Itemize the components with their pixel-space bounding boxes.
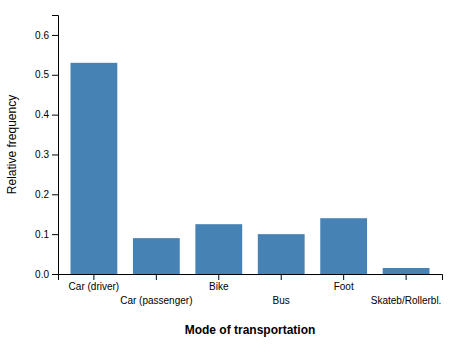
bar	[70, 63, 117, 274]
tick: 0.4	[35, 109, 58, 120]
tick-mark	[93, 274, 94, 280]
tick-mark	[52, 154, 58, 155]
tick-mark	[218, 274, 219, 280]
tick-label: Car (driver)	[69, 281, 120, 292]
tick-mark	[52, 274, 58, 275]
tick: Foot	[334, 274, 354, 292]
tick: Car (passenger)	[120, 274, 192, 306]
bar	[383, 268, 430, 274]
tick-mark	[52, 35, 58, 36]
tick: 0.1	[35, 229, 58, 240]
tick-mark	[52, 115, 58, 116]
tick-mark	[52, 75, 58, 76]
tick-mark	[52, 234, 58, 235]
tick-mark	[281, 274, 282, 280]
tick: Bus	[273, 274, 290, 306]
tick: Bike	[209, 274, 229, 292]
tick-label: Foot	[334, 281, 354, 292]
tick-mark	[156, 274, 157, 280]
tick-label: 0.5	[35, 69, 49, 80]
axis-line	[52, 16, 59, 275]
bar	[320, 218, 367, 274]
tick-label: Car (passenger)	[120, 295, 192, 306]
tick: 0.2	[35, 189, 58, 200]
tick-label: Bike	[209, 281, 229, 292]
axis-line	[59, 275, 443, 281]
x-axis: Car (driver)Car (passenger) Bike Bus Foot Sk…	[59, 274, 443, 306]
chart: 0.0 0.1 0.2 0.3 0.4 0.5 0.6 Car (driver)Car (pa…	[0, 0, 457, 346]
tick-mark	[343, 274, 344, 280]
tick-mark	[52, 194, 58, 195]
tick-label: 0.3	[35, 149, 49, 160]
tick-label: 0.0	[35, 269, 49, 280]
tick-label: Bus	[273, 295, 290, 306]
y-axis-title: Relative frequency	[5, 95, 19, 194]
tick-label: Skateb/Rollerbl.	[371, 295, 442, 306]
y-axis: 0.0 0.1 0.2 0.3 0.4 0.5 0.6	[35, 16, 58, 280]
bar	[258, 234, 305, 274]
tick-label: 0.2	[35, 189, 49, 200]
tick-label: 0.1	[35, 229, 49, 240]
tick-label: 0.4	[35, 109, 49, 120]
bar	[195, 224, 242, 274]
bars	[70, 63, 429, 274]
tick-label: 0.6	[35, 30, 49, 41]
tick: 0.5	[35, 69, 58, 80]
tick: 0.3	[35, 149, 58, 160]
tick: Car (driver)	[69, 274, 120, 292]
tick-mark	[406, 274, 407, 280]
x-axis-title: Mode of transportation	[185, 323, 316, 337]
tick: 0.6	[35, 30, 58, 41]
bar	[133, 238, 180, 274]
plot: 0.0 0.1 0.2 0.3 0.4 0.5 0.6 Car (driver)Car (pa…	[35, 16, 442, 307]
tick: Skateb/Rollerbl.	[371, 274, 442, 306]
tick: 0.0	[35, 269, 58, 280]
